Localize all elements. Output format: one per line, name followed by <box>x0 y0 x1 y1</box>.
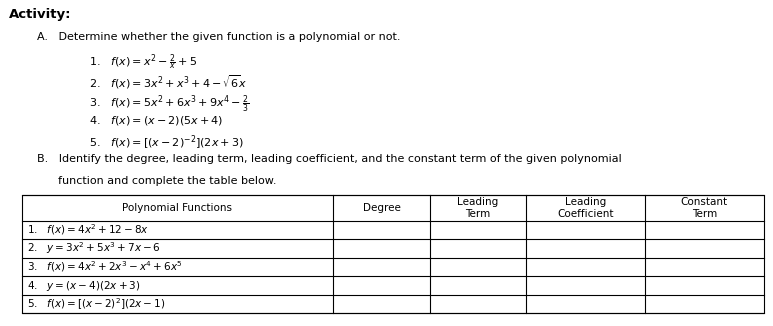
Text: B.   Identify the degree, leading term, leading coefficient, and the constant te: B. Identify the degree, leading term, le… <box>37 154 621 164</box>
Text: 1.   $f(x) = x^2 - \frac{2}{x} + 5$: 1. $f(x) = x^2 - \frac{2}{x} + 5$ <box>89 53 197 73</box>
Bar <box>22 195 764 220</box>
Text: 4.   $y = (x - 4)(2x + 3)$: 4. $y = (x - 4)(2x + 3)$ <box>27 278 141 292</box>
Text: 1.   $f(x) = 4x^2 + 12 - 8x$: 1. $f(x) = 4x^2 + 12 - 8x$ <box>27 222 149 237</box>
Text: Constant
Term: Constant Term <box>681 197 728 219</box>
Text: 3.   $f(x) = 5x^2 + 6x^3 + 9x^4 - \frac{2}{3}$: 3. $f(x) = 5x^2 + 6x^3 + 9x^4 - \frac{2}… <box>89 94 249 115</box>
Bar <box>22 195 764 313</box>
Text: 4.   $f(x) = (x - 2)(5x + 4)$: 4. $f(x) = (x - 2)(5x + 4)$ <box>89 114 223 127</box>
Text: Degree: Degree <box>363 203 400 213</box>
Text: Leading
Coefficient: Leading Coefficient <box>557 197 614 219</box>
Text: 3.   $f(x) = 4x^2 + 2x^3 - x^4 + 6x^5$: 3. $f(x) = 4x^2 + 2x^3 - x^4 + 6x^5$ <box>27 259 182 274</box>
Text: 5.   $f(x) = [(x - 2)^2](2x - 1)$: 5. $f(x) = [(x - 2)^2](2x - 1)$ <box>27 296 165 312</box>
Text: function and complete the table below.: function and complete the table below. <box>37 176 277 186</box>
Text: 2.   $y = 3x^2 + 5x^3 + 7x - 6$: 2. $y = 3x^2 + 5x^3 + 7x - 6$ <box>27 241 161 256</box>
Text: Activity:: Activity: <box>9 8 72 21</box>
Text: Polynomial Functions: Polynomial Functions <box>122 203 233 213</box>
Text: Leading
Term: Leading Term <box>458 197 499 219</box>
Text: 2.   $f(x) = 3x^2 + x^3 + 4 - \sqrt{6}x$: 2. $f(x) = 3x^2 + x^3 + 4 - \sqrt{6}x$ <box>89 73 247 91</box>
Text: A.   Determine whether the given function is a polynomial or not.: A. Determine whether the given function … <box>37 32 400 42</box>
Text: 5.   $f(x) = [(x - 2)^{-2}](2x + 3)$: 5. $f(x) = [(x - 2)^{-2}](2x + 3)$ <box>89 134 243 152</box>
